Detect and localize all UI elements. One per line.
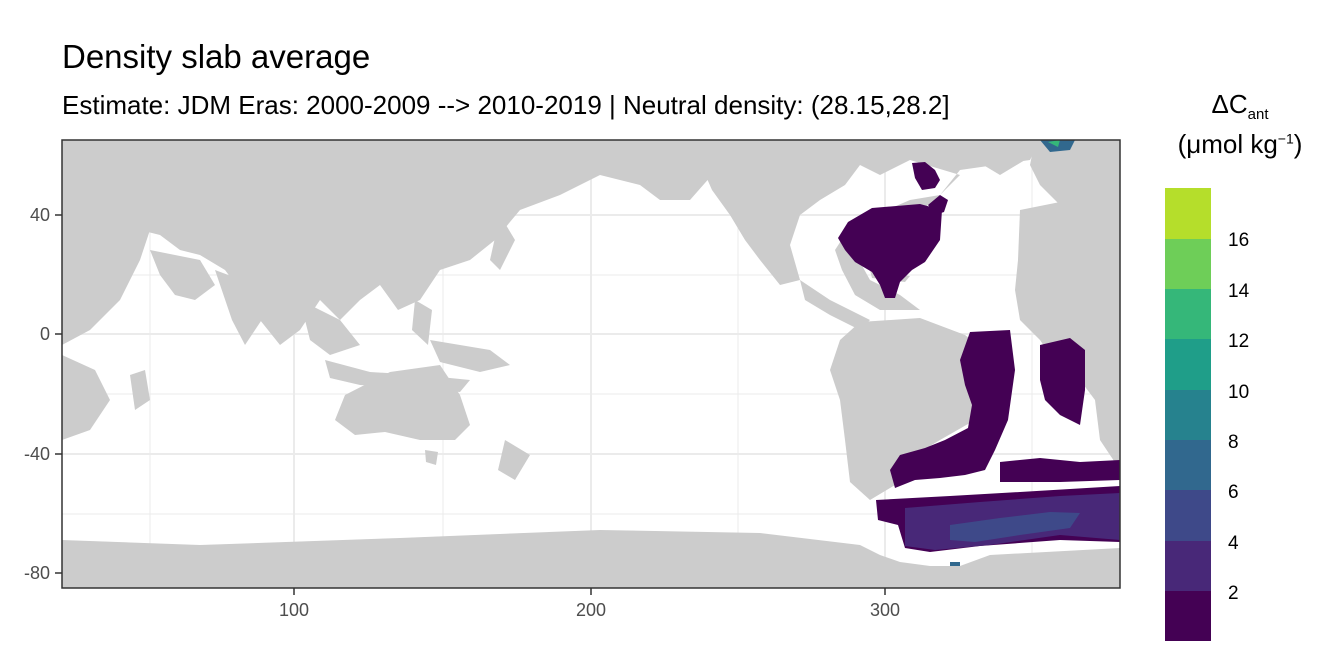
- land-australia: [335, 365, 470, 440]
- legend-label-12: 12: [1228, 331, 1249, 352]
- data-south-atlantic: [890, 330, 1015, 488]
- legend-swatch-7: [1165, 238, 1211, 289]
- y-tick-label--40: -40: [24, 444, 50, 464]
- land-masses: [62, 140, 1120, 588]
- legend-label-10: 10: [1228, 382, 1249, 403]
- land-madagascar: [130, 370, 150, 410]
- land-philippines: [412, 300, 432, 345]
- legend-label-2: 2: [1228, 583, 1239, 604]
- land-new-guinea: [430, 340, 510, 372]
- legend-colorbar: [1165, 188, 1211, 641]
- y-tick-label-0: 0: [40, 324, 50, 344]
- land-africa-europe-west: [62, 140, 170, 345]
- legend-label-6: 6: [1228, 482, 1239, 503]
- land-antarctica: [62, 530, 1120, 588]
- data-southeast-atlantic: [1040, 338, 1085, 425]
- y-tick-label--80: -80: [24, 563, 50, 583]
- legend-swatch-0: [1165, 590, 1211, 641]
- legend-swatch-2: [1165, 490, 1211, 541]
- legend-swatch-6: [1165, 288, 1211, 339]
- legend-label-16: 16: [1228, 230, 1249, 251]
- data-greenland-sea-hot: [1048, 140, 1060, 147]
- land-tasmania: [425, 450, 438, 465]
- land-southeast-asia: [300, 300, 360, 355]
- y-tick-label-40: 40: [30, 205, 50, 225]
- x-tick-label-300: 300: [870, 600, 900, 620]
- land-africa-east: [1015, 190, 1120, 470]
- legend-title-unit: (μmol kg−1): [1177, 128, 1303, 159]
- data-southern-front: [1000, 458, 1120, 482]
- legend-title-variable: ΔCant: [1211, 89, 1269, 124]
- land-new-zealand: [498, 440, 530, 480]
- data-ross-edge: [950, 562, 960, 566]
- axis-ticks: [55, 214, 886, 595]
- land-india: [215, 270, 265, 345]
- legend-label-4: 4: [1228, 533, 1239, 554]
- land-central-america: [800, 280, 870, 330]
- land-europe: [1030, 140, 1120, 205]
- legend-swatch-4: [1165, 389, 1211, 440]
- land-greenland: [960, 140, 1040, 175]
- legend-label-8: 8: [1228, 432, 1239, 453]
- land-eurasia: [140, 140, 712, 345]
- x-tick-label-100: 100: [279, 600, 309, 620]
- map-title: Density slab average: [62, 38, 371, 75]
- land-east-africa-west-edge: [62, 355, 110, 440]
- legend-title: ΔCant (μmol kg−1): [1160, 86, 1320, 164]
- legend-swatch-1: [1165, 540, 1211, 591]
- data-weddell-core: [950, 512, 1080, 542]
- land-japan: [490, 215, 515, 270]
- legend-swatch-3: [1165, 439, 1211, 490]
- legend-swatch-5: [1165, 339, 1211, 390]
- land-south-america: [830, 318, 1000, 500]
- legend-swatch-8: [1165, 188, 1211, 239]
- data-patches: [838, 140, 1120, 566]
- legend-label-14: 14: [1228, 281, 1250, 302]
- data-north-atlantic: [838, 162, 948, 298]
- map-subtitle: Estimate: JDM Eras: 2000-2009 --> 2010-2…: [62, 90, 950, 120]
- land-arabia: [150, 250, 215, 300]
- x-tick-label-200: 200: [576, 600, 606, 620]
